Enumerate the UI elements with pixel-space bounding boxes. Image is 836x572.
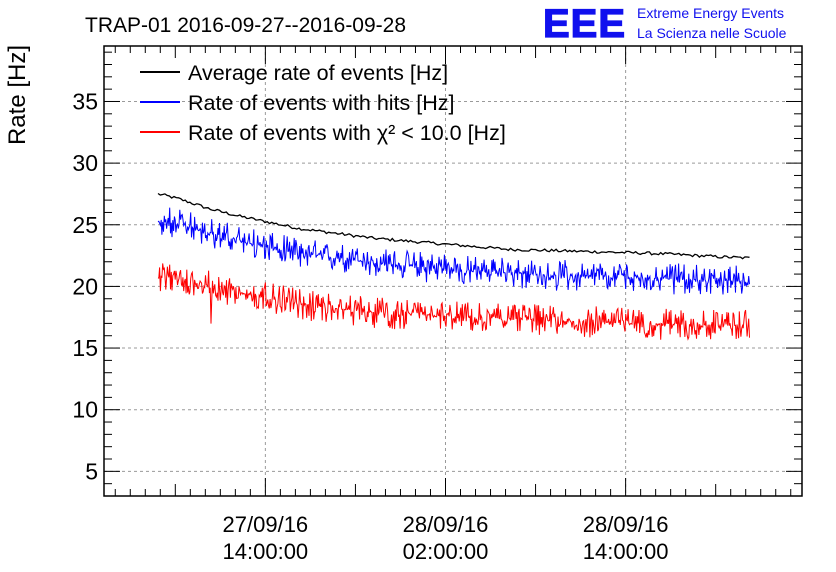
y-tick-label: 20 <box>72 273 98 299</box>
logo-tagline-1: Extreme Energy Events <box>637 5 784 21</box>
legend-entry-1: Rate of events with hits [Hz] <box>188 91 454 115</box>
y-axis-label: Rate [Hz] <box>4 45 31 145</box>
legend: Average rate of events [Hz] Rate of event… <box>140 61 506 145</box>
grid <box>104 46 802 496</box>
x-tick-label-time: 14:00:00 <box>223 539 309 564</box>
series-layer <box>157 192 750 341</box>
legend-entry-2: Rate of events with χ² < 10.0 [Hz] <box>188 121 506 145</box>
y-tick-label: 10 <box>72 397 98 423</box>
y-tick-label: 30 <box>72 150 98 176</box>
series-line-1 <box>157 207 750 295</box>
logo-tagline-2: La Scienza nelle Scuole <box>637 25 787 41</box>
y-tick-label: 35 <box>72 88 98 114</box>
x-tick-label-date: 28/09/16 <box>583 512 669 537</box>
x-tick-label-date: 27/09/16 <box>223 512 309 537</box>
series-line-2 <box>157 263 750 341</box>
legend-entry-0: Average rate of events [Hz] <box>188 61 448 85</box>
eee-logo: EEE <box>543 2 626 46</box>
series-line-0 <box>157 192 750 260</box>
chart-title: TRAP-01 2016-09-27--2016-09-28 <box>85 14 406 37</box>
x-tick-label-time: 14:00:00 <box>583 539 669 564</box>
y-tick-label: 25 <box>72 212 98 238</box>
y-tick-label: 5 <box>85 458 98 484</box>
x-tick-label-date: 28/09/16 <box>403 512 489 537</box>
plot-frame <box>103 45 803 497</box>
axes: 510152025303527/09/1614:00:0028/09/1602:… <box>72 45 803 564</box>
y-tick-label: 15 <box>72 335 98 361</box>
x-tick-label-time: 02:00:00 <box>403 539 489 564</box>
